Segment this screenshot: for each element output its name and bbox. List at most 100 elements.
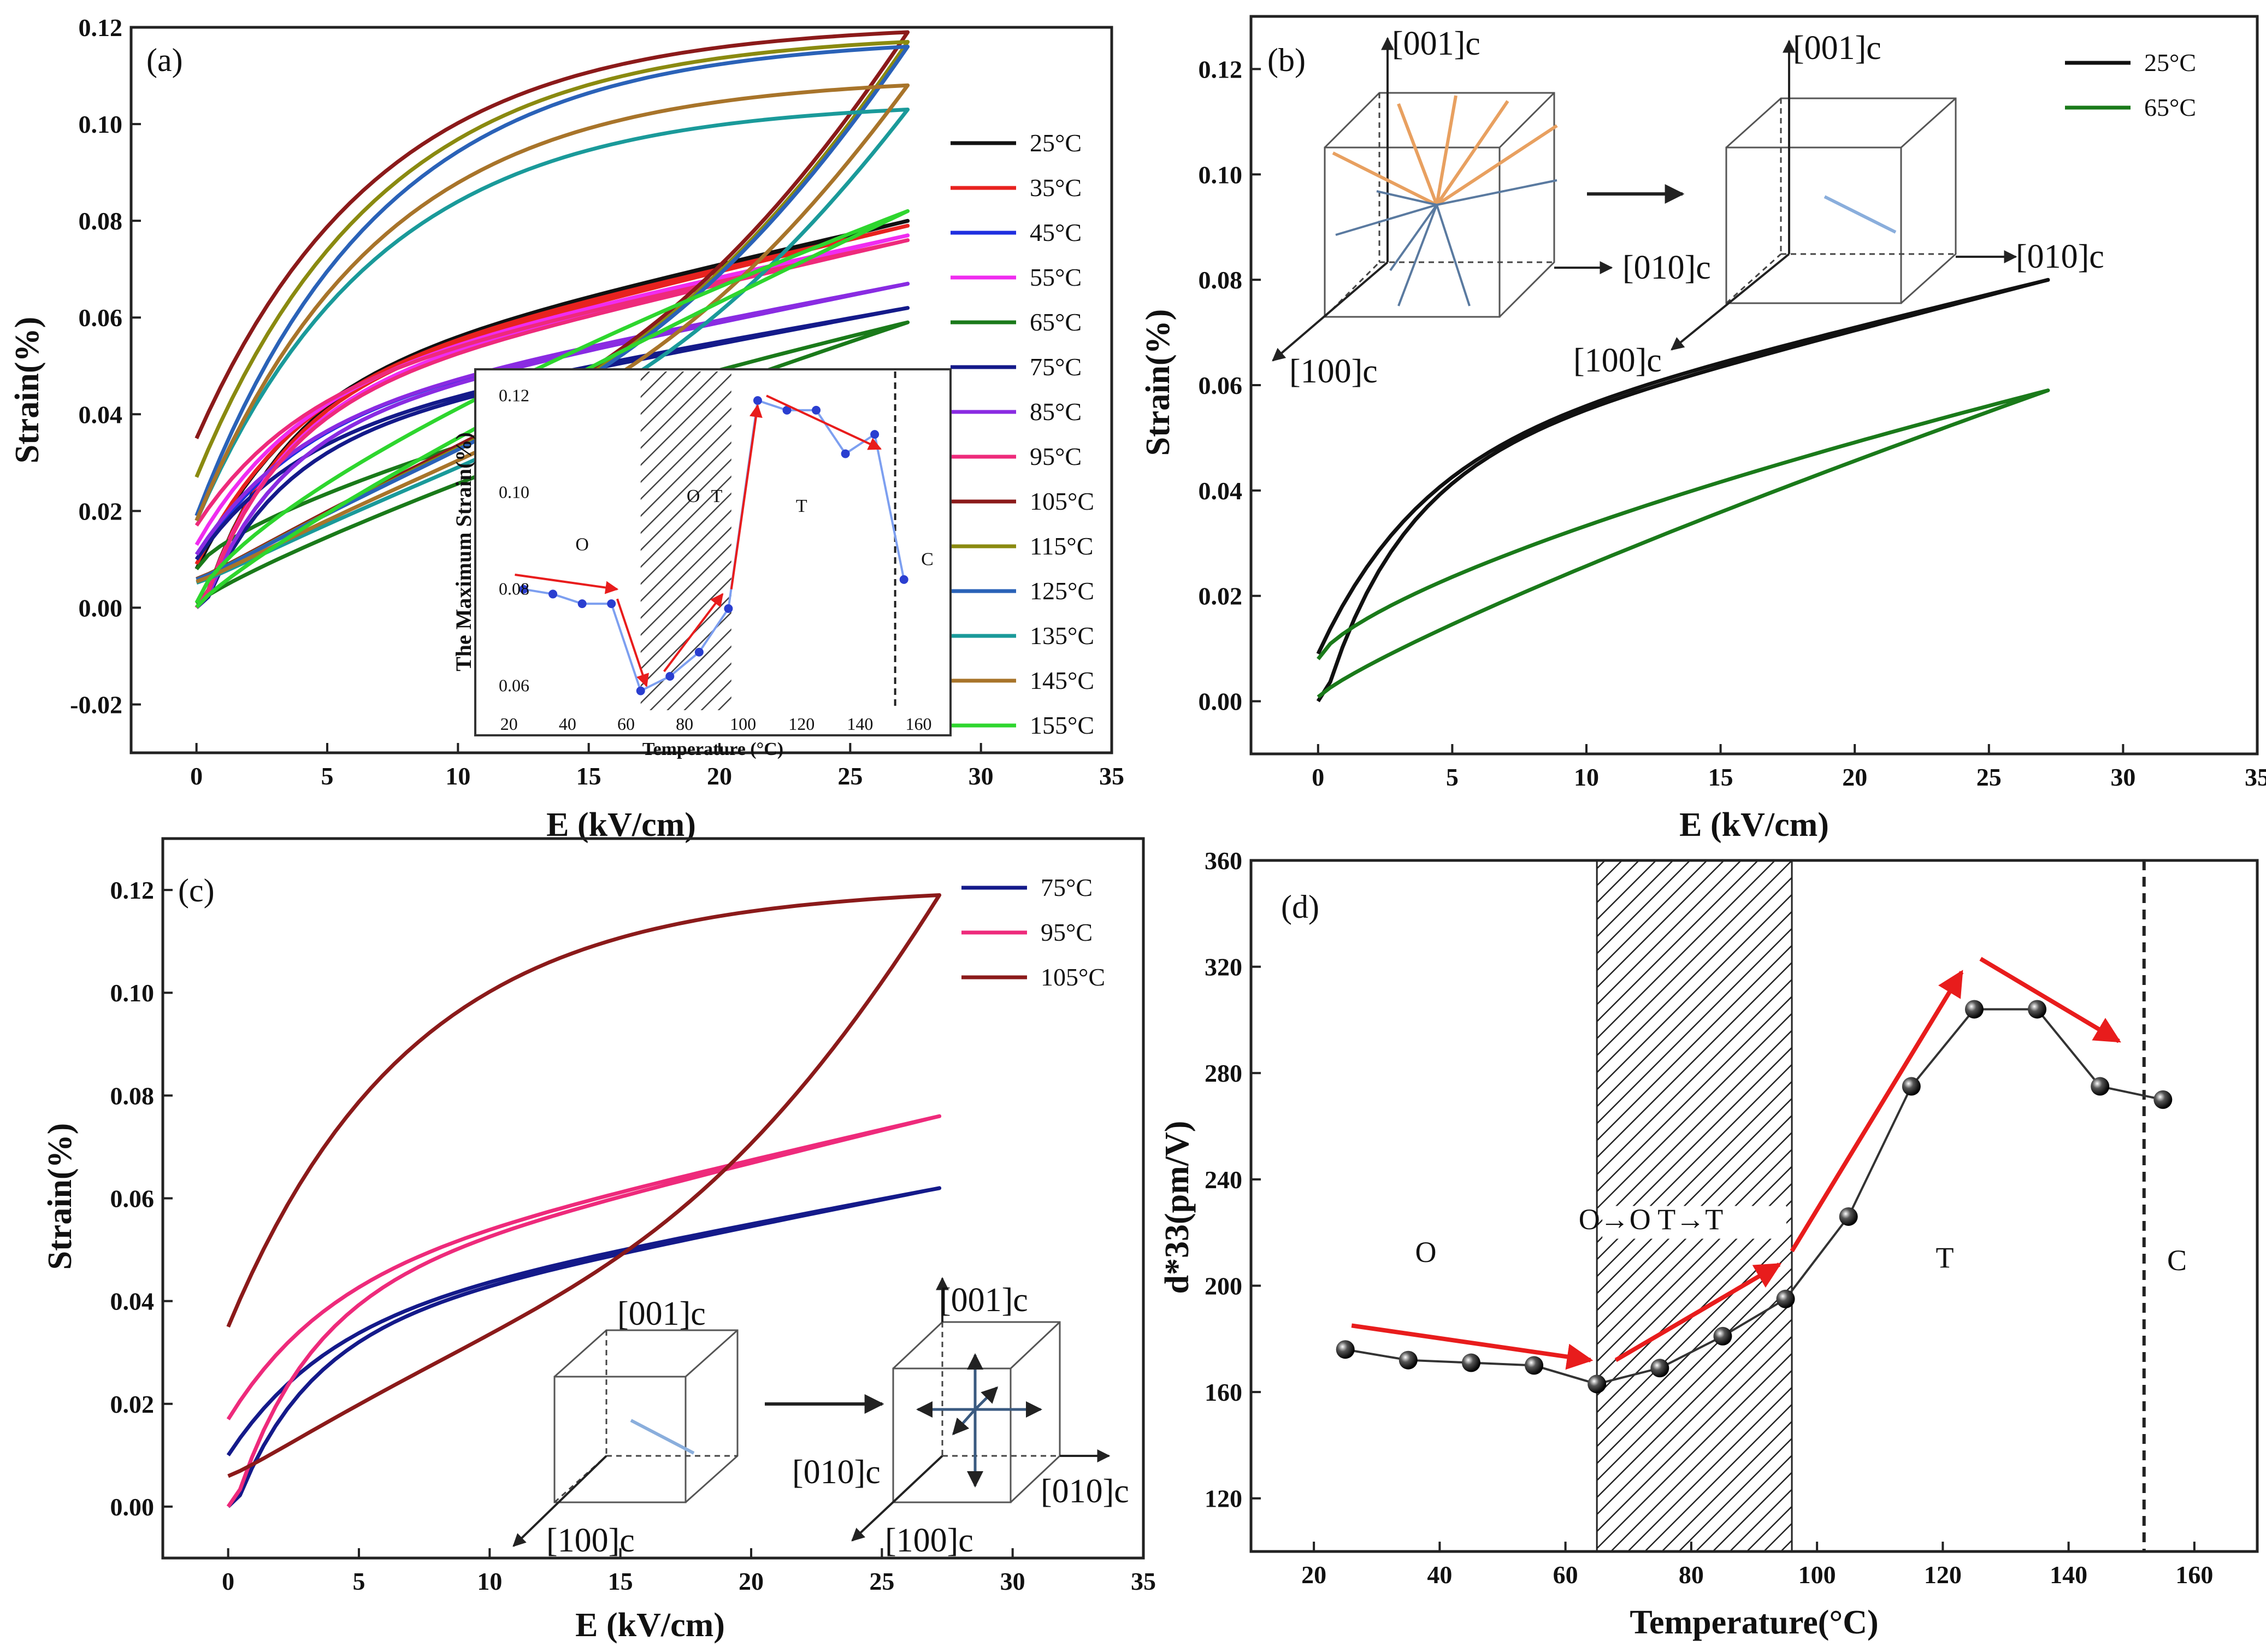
panel-b-ytick-label: 0.02 <box>1199 582 1243 610</box>
inset-xtick-label: 40 <box>559 714 576 734</box>
panel-d-plot-frame <box>1249 859 2259 1553</box>
panel-d-data-point <box>2091 1077 2110 1096</box>
panel-d-data-point <box>1461 1353 1480 1372</box>
panel-c-ytick-label: 0.08 <box>110 1082 155 1110</box>
inset-ytick-label: 0.10 <box>499 482 529 502</box>
panel-a-legend: 25°C 35°C 45°C 55°C 65°C 75°C 85°C 95°C 105°C 115… <box>951 129 1094 739</box>
panel-d-xtick-label: 120 <box>1924 1561 1962 1589</box>
panel-a-xtick-label: 35 <box>1099 762 1124 790</box>
legend-label-155-a: 155°C <box>1030 711 1094 739</box>
panel-b-strain-vs-field: 0 5 10 15 20 25 30 35 0.00 0.02 0.04 0.06 0.08 0.10 0.… <box>1140 15 2266 843</box>
inset-point <box>665 672 675 681</box>
series-line-95c-a <box>194 238 910 609</box>
inset-point <box>753 396 762 405</box>
series-line-125c-a <box>194 44 910 582</box>
panel-b-ytick-label: 0.10 <box>1199 161 1243 188</box>
panel-b-xtick-label: 30 <box>2110 763 2135 791</box>
inset-xtick-label: 140 <box>847 714 873 734</box>
panel-a-xtick-label: 30 <box>969 762 994 790</box>
legend-label-105-c: 105°C <box>1041 963 1105 991</box>
panel-d-tag: (d) <box>1281 889 1319 925</box>
panel-c-cube-diagram-left: [001]c [010]c [100]c <box>512 1295 881 1559</box>
inset-phase-label: O <box>575 535 589 555</box>
c-left-100-label: [100]c <box>546 1522 635 1559</box>
legend-label-85-a: 85°C <box>1030 398 1082 426</box>
c-left-010-label: [010]c <box>792 1454 881 1491</box>
panel-d-xtick-label: 140 <box>2050 1561 2087 1589</box>
series-line-155c-a <box>194 209 910 609</box>
inset-point <box>519 585 528 594</box>
panel-d-data-point <box>2028 1000 2047 1019</box>
panel-b-curves <box>1316 278 2050 703</box>
inset-point <box>724 604 733 613</box>
legend-label-135-a: 135°C <box>1030 622 1094 650</box>
legend-label-95-c: 95°C <box>1041 918 1093 946</box>
panel-c-ytick-label: 0.12 <box>110 876 155 904</box>
inset-trend-arrow <box>616 598 649 687</box>
panel-b-xtick-label: 35 <box>2245 763 2266 791</box>
inset-xtick-label: 100 <box>730 714 756 734</box>
panel-d-trend-arrow <box>1351 1323 1594 1370</box>
series-line-25c-b <box>1316 278 2050 703</box>
panel-b-xtick-label: 0 <box>1312 763 1324 791</box>
panel-b-xtick-label: 10 <box>1574 763 1599 791</box>
series-line-75c-a <box>194 306 910 609</box>
legend-label-65-a: 65°C <box>1030 308 1082 336</box>
panel-d-data-point <box>1336 1340 1355 1359</box>
panel-b-xtick-label: 5 <box>1446 763 1459 791</box>
panel-a-ytick-label: 0.04 <box>79 400 123 428</box>
inset-xtick-label: 80 <box>676 714 693 734</box>
panel-d-ytick-label: 160 <box>1205 1378 1242 1406</box>
panel-d-data-point <box>1398 1350 1418 1370</box>
c-left-001-label: [001]c <box>617 1295 706 1332</box>
panel-b-ytick-label: 0.04 <box>1199 477 1243 505</box>
panel-d-ytick-label: 200 <box>1205 1272 1242 1300</box>
legend-label-55-a: 55°C <box>1030 263 1082 291</box>
inset-phase-label: T <box>711 486 723 506</box>
legend-label-65-b: 65°C <box>2144 93 2196 121</box>
panel-a-ytick-label: 0.00 <box>79 594 123 622</box>
inset-phase-label: T <box>796 496 807 516</box>
panel-c-xtick-label: 0 <box>222 1567 234 1595</box>
panel-d-ytick-label: 120 <box>1205 1485 1242 1513</box>
panel-b-xtick-label: 15 <box>1708 763 1733 791</box>
panel-a-ticks: 0 5 10 15 20 25 30 35 -0.02 0.00 0.02 0.04 0.06 0.08 0… <box>70 14 1124 790</box>
panel-b-tag: (b) <box>1267 42 1306 78</box>
inset-xtick-label: 120 <box>788 714 815 734</box>
panel-b-plot-frame <box>1249 15 2259 756</box>
legend-label-45-a: 45°C <box>1030 219 1082 246</box>
inset-phase-label: O <box>687 486 700 506</box>
panel-a-y-axis-title: Strain(%) <box>9 317 46 464</box>
panel-a-xtick-label: 10 <box>445 762 470 790</box>
panel-d-phase-c: C <box>2167 1244 2187 1277</box>
series-line-75c-c <box>226 1186 942 1508</box>
inset-trend-arrow <box>730 404 763 589</box>
panel-c-xtick-label: 15 <box>608 1567 633 1595</box>
b-left-001-label: [001]c <box>1392 25 1480 62</box>
c-right-010-label: [010]c <box>1041 1473 1129 1510</box>
panel-d-trend-arrow <box>1979 957 2121 1043</box>
inset-xtick-label: 20 <box>500 714 518 734</box>
panel-c-xtick-label: 30 <box>1000 1567 1025 1595</box>
panel-d-y-axis-title: d*33(pm/V) <box>1159 1121 1196 1294</box>
panel-c-strain-vs-field: 0 5 10 15 20 25 30 35 0.00 0.02 0.04 0.06 0.08 0.10 0.… <box>42 837 1156 1644</box>
inset-trend-arrow <box>515 574 619 594</box>
panel-d-ytick-label: 280 <box>1205 1059 1242 1087</box>
inset-point <box>899 575 908 584</box>
panel-a-xtick-label: 15 <box>576 762 601 790</box>
panel-a-tag: (a) <box>146 42 183 78</box>
panel-a-ytick-label: 0.06 <box>79 304 123 332</box>
panel-a-xtick-label: 25 <box>837 762 863 790</box>
inset-xtick-label: 160 <box>905 714 931 734</box>
panel-d-data-point <box>1964 1000 1984 1019</box>
panel-c-ytick-label: 0.10 <box>110 979 155 1007</box>
panel-c-ytick-label: 0.04 <box>110 1288 155 1315</box>
panel-b-y-axis-title: Strain(%) <box>1140 309 1177 456</box>
inset-point <box>636 686 645 695</box>
legend-label-115-a: 115°C <box>1030 532 1093 560</box>
panel-b-legend: 25°C 65°C <box>2065 49 2196 121</box>
panel-c-ytick-label: 0.00 <box>110 1493 155 1521</box>
panel-d-trend-arrow <box>1790 970 1964 1253</box>
inset-ytick-label: 0.08 <box>499 579 529 599</box>
